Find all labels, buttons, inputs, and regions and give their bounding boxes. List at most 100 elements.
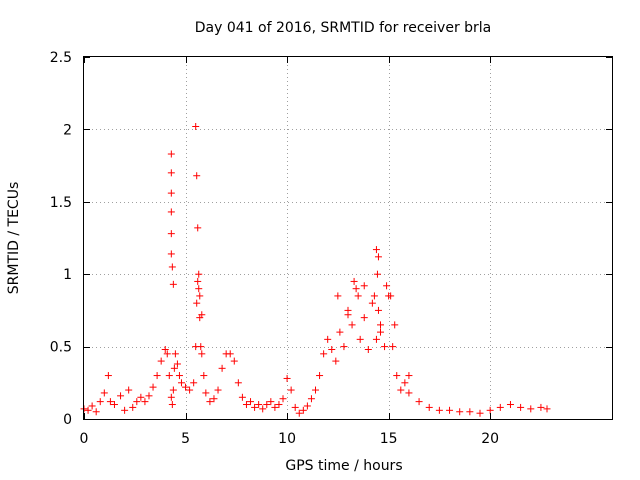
data-point	[332, 357, 340, 365]
y-tick-label: 2	[63, 122, 72, 138]
x-tick-label: 20	[481, 431, 499, 447]
data-point	[275, 401, 283, 409]
data-point	[267, 398, 275, 406]
data-point	[145, 392, 153, 400]
y-tick-label: 1	[63, 267, 72, 283]
data-point	[100, 389, 108, 397]
data-point	[92, 408, 100, 416]
data-point	[193, 299, 201, 307]
data-point	[226, 350, 234, 358]
data-point	[517, 403, 525, 411]
data-point	[374, 253, 382, 261]
data-point	[415, 398, 423, 406]
data-point	[405, 372, 413, 380]
y-tick-label: 2.5	[50, 50, 72, 66]
data-point	[295, 409, 303, 417]
data-point	[360, 314, 368, 322]
data-point	[117, 392, 125, 400]
data-point	[161, 345, 169, 353]
data-point	[344, 311, 352, 319]
data-point	[352, 285, 360, 293]
data-point	[381, 343, 389, 351]
y-tick-label: 1.5	[50, 195, 72, 211]
data-point	[263, 401, 271, 409]
data-point	[167, 208, 175, 216]
data-point	[405, 389, 413, 397]
data-point	[307, 395, 315, 403]
grid	[84, 57, 612, 419]
data-point	[446, 406, 454, 414]
data-point	[163, 350, 171, 358]
data-point	[389, 343, 397, 351]
x-tick-label: 15	[380, 431, 398, 447]
data-point	[372, 246, 380, 254]
x-tick-label: 0	[80, 431, 89, 447]
data-point	[200, 372, 208, 380]
data-point	[195, 285, 203, 293]
data-point	[279, 395, 287, 403]
data-point	[194, 224, 202, 232]
data-point	[356, 335, 364, 343]
data-point	[210, 395, 218, 403]
data-point	[401, 379, 409, 387]
tick-labels: 0 5 10 15 20 0 0.5 1 1.5 2 2.5	[50, 50, 499, 447]
data-point	[197, 343, 205, 351]
data-point	[383, 282, 391, 290]
data-point	[106, 398, 114, 406]
data-point	[271, 403, 279, 411]
data-point	[376, 321, 384, 329]
y-tick-label: 0.5	[50, 340, 72, 356]
data-point	[259, 405, 267, 413]
data-point	[242, 401, 250, 409]
data-point	[350, 277, 358, 285]
data-point	[324, 335, 332, 343]
data-point	[387, 292, 395, 300]
data-point	[506, 401, 514, 409]
data-point	[466, 408, 474, 416]
data-point	[238, 393, 246, 401]
data-point	[198, 350, 206, 358]
data-point	[165, 372, 173, 380]
data-point	[193, 172, 201, 180]
data-point	[190, 379, 198, 387]
data-point	[137, 393, 145, 401]
data-point	[194, 277, 202, 285]
data-point	[527, 405, 535, 413]
data-point	[214, 386, 222, 394]
data-point	[537, 403, 545, 411]
data-point	[316, 372, 324, 380]
data-point	[169, 386, 177, 394]
data-point	[110, 401, 118, 409]
data-point	[393, 372, 401, 380]
data-point	[255, 401, 263, 409]
data-point	[354, 292, 362, 300]
data-point	[182, 383, 190, 391]
data-point	[218, 364, 226, 372]
data-point	[168, 401, 176, 409]
data-point	[202, 389, 210, 397]
data-point	[198, 311, 206, 319]
data-point	[348, 321, 356, 329]
data-point	[368, 299, 376, 307]
data-point	[171, 350, 179, 358]
data-point	[149, 383, 157, 391]
plot-frame	[83, 56, 613, 420]
data-point	[320, 350, 328, 358]
y-axis-label: SRMTID / TECUs	[6, 182, 22, 295]
data-point	[88, 402, 96, 410]
data-point	[195, 270, 203, 278]
data-point	[476, 409, 484, 417]
data-point	[206, 398, 214, 406]
data-point	[175, 372, 183, 380]
data-point	[234, 379, 242, 387]
data-point	[133, 398, 141, 406]
data-point	[141, 398, 149, 406]
data-point	[167, 169, 175, 177]
data-point	[247, 398, 255, 406]
data-point	[328, 345, 336, 353]
data-point	[373, 270, 381, 278]
data-point	[96, 398, 104, 406]
data-point	[125, 386, 133, 394]
data-point	[167, 230, 175, 238]
data-point	[167, 250, 175, 258]
